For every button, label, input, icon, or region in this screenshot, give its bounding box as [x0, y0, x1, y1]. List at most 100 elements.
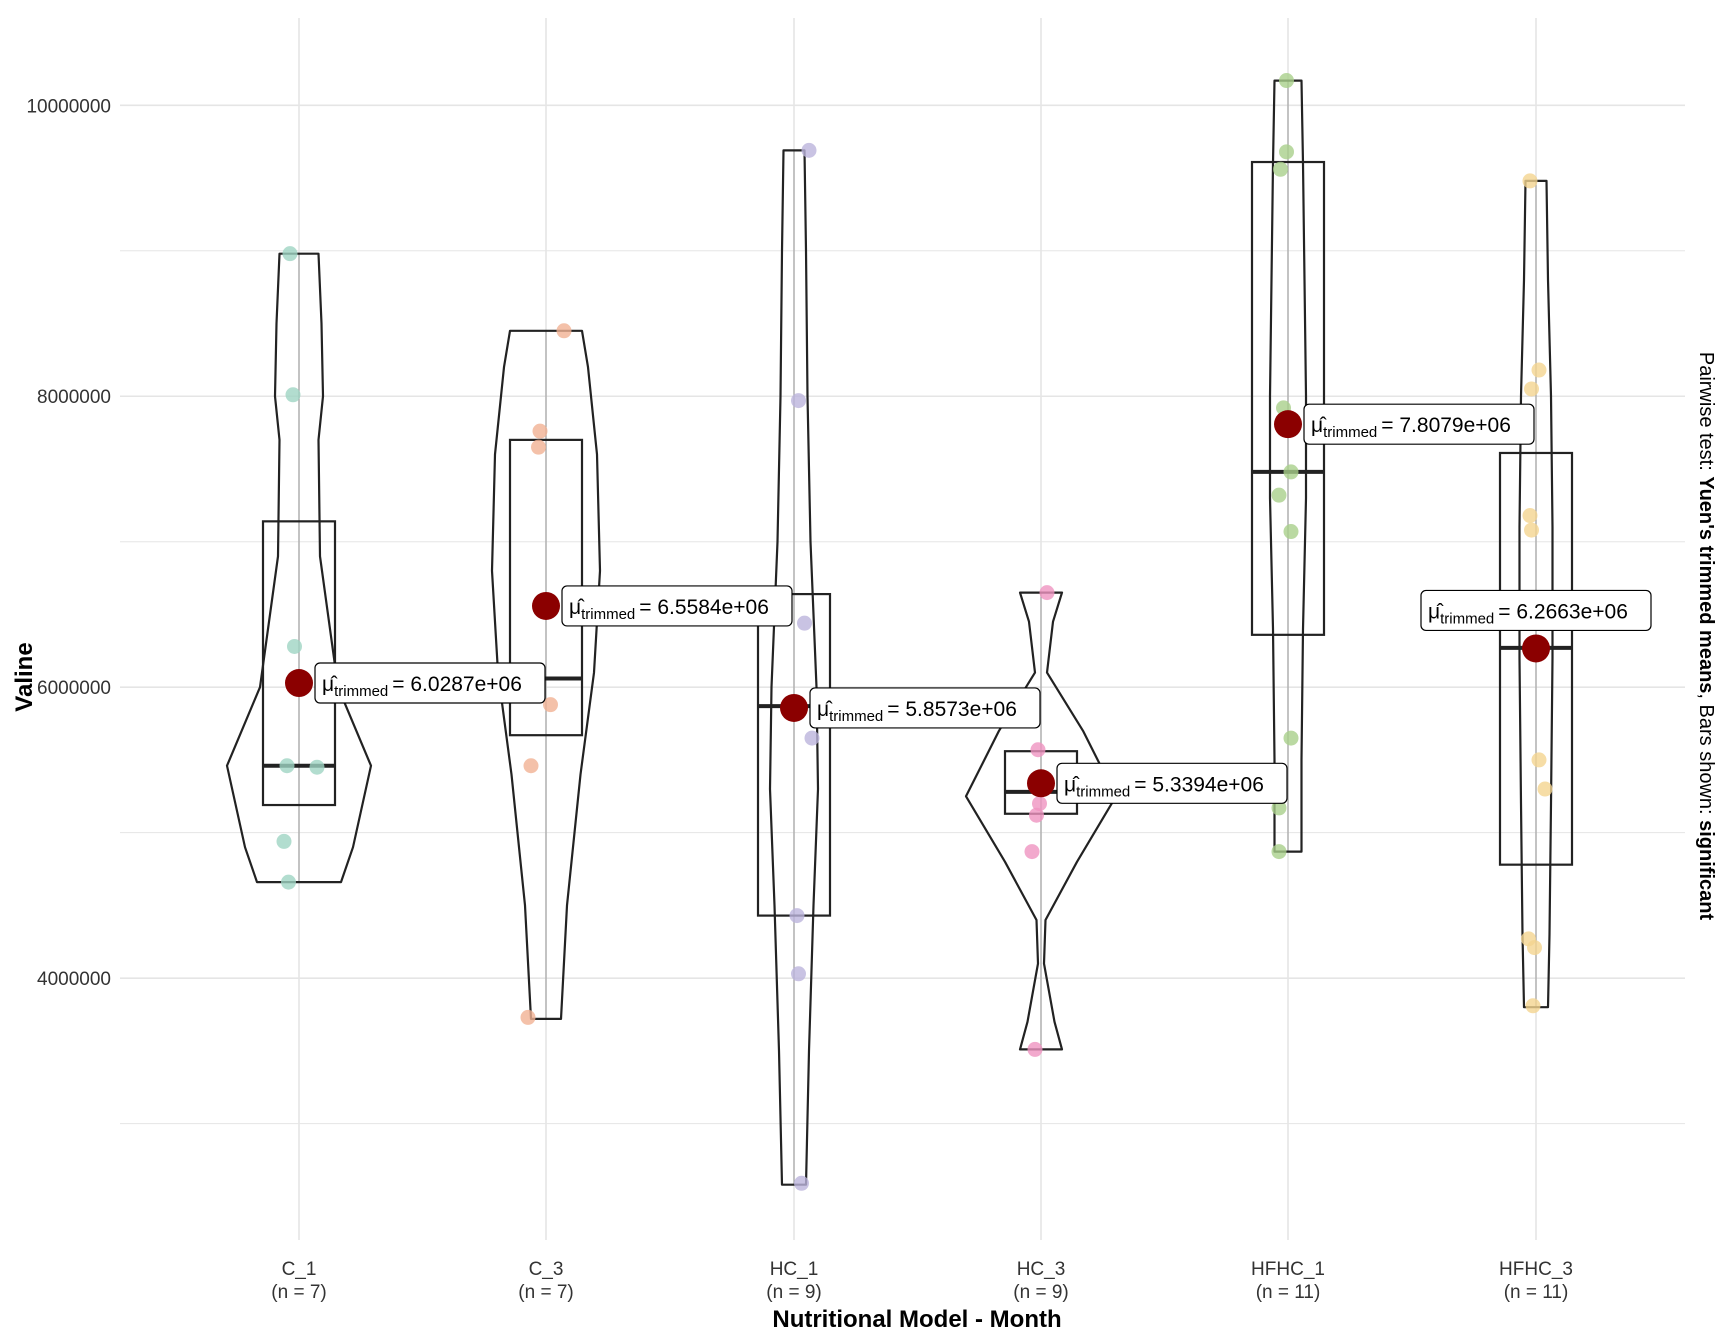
data-point-HFHC_1	[1273, 161, 1288, 177]
violin-C_3	[490, 329, 602, 1020]
data-point-HFHC_3	[1522, 508, 1538, 524]
mean-symbol: μ̂	[1311, 414, 1327, 437]
violin-HC_1	[768, 149, 820, 1186]
mean-label-box-HC_1	[809, 687, 1041, 729]
x-tick-count: (n = 9)	[766, 1282, 821, 1303]
data-point-HFHC_1	[1283, 524, 1299, 540]
x-tick-count: (n = 11)	[1256, 1282, 1321, 1303]
mean-symbol: μ̂	[1428, 600, 1444, 623]
mean-symbol: μ̂	[817, 698, 833, 721]
data-point-C_1	[282, 246, 298, 262]
mean-label-box-HFHC_3	[1420, 589, 1652, 632]
data-point-HC_3	[1024, 844, 1040, 860]
data-point-HFHC_3	[1525, 998, 1541, 1014]
data-point-C_3	[543, 697, 558, 713]
mean-label-box-C_3	[561, 585, 793, 627]
data-point-C_3	[532, 423, 548, 439]
mean-symbol: μ̂	[569, 596, 585, 619]
x-tick-count: (n = 9)	[1013, 1282, 1068, 1303]
mean-label-C_1: μ̂trimmed = 6.0287e+06	[322, 673, 522, 700]
mean-value: = 7.8079e+06	[1381, 414, 1511, 437]
data-point-HC_3	[1032, 796, 1047, 812]
x-tick-label: HFHC_1	[1251, 1259, 1325, 1280]
data-point-HFHC_1	[1279, 144, 1294, 160]
mean-subscript: trimmed	[334, 683, 388, 700]
data-point-C_3	[523, 758, 539, 774]
data-point-HFHC_3	[1531, 752, 1547, 768]
data-point-HFHC_1	[1271, 844, 1287, 860]
data-point-C_1	[281, 874, 296, 890]
mean-value: = 6.0287e+06	[392, 673, 522, 696]
y-tick-label: 10000000	[26, 96, 111, 117]
side-note-middle: , Bars shown:	[1695, 693, 1717, 820]
y-axis-title: Valine	[11, 642, 38, 711]
mean-label-HC_1: μ̂trimmed = 5.8573e+06	[817, 698, 1017, 725]
data-point-HFHC_3	[1537, 781, 1553, 797]
x-tick-count: (n = 7)	[271, 1282, 326, 1303]
data-point-HC_3	[1030, 742, 1046, 758]
mean-symbol: μ̂	[322, 673, 338, 696]
side-note-prefix: Pairwise test:	[1695, 352, 1717, 476]
y-tick-label: 8000000	[37, 387, 111, 408]
data-point-C_3	[556, 323, 572, 339]
x-tick-label: C_1	[282, 1259, 317, 1280]
data-point-HC_1	[791, 966, 806, 982]
mean-label-box-C_1	[314, 662, 546, 704]
mean-subscript: trimmed	[829, 708, 883, 725]
data-point-HFHC_1	[1279, 73, 1294, 89]
mean-label-box-HFHC_1	[1303, 403, 1535, 445]
box-HFHC_1	[1250, 160, 1326, 636]
mean-point-HC_1	[780, 693, 808, 722]
axes: 4000000 6000000 8000000 10000000 C_1(n = 7) C…	[26, 96, 1573, 1303]
y-tick-label: 4000000	[37, 969, 111, 990]
mean-label-HFHC_3: μ̂trimmed = 6.2663e+06	[1428, 600, 1628, 627]
data-point-HC_1	[804, 730, 820, 746]
mean-subscript: trimmed	[1323, 424, 1377, 441]
data-point-HC_1	[794, 1175, 809, 1191]
trimmed-means: μ̂trimmed = 6.0287e+06μ̂trimmed = 6.5584e+…	[285, 403, 1652, 804]
pairwise-test-note: Pairwise test: Yuen's trimmed means, Bar…	[1695, 352, 1717, 921]
mean-label-HC_3: μ̂trimmed = 5.3394e+06	[1064, 773, 1264, 800]
data-point-C_1	[279, 758, 295, 774]
data-point-HFHC_1	[1271, 487, 1287, 503]
data-point-C_3	[531, 439, 546, 455]
side-note-bars: significant	[1695, 820, 1717, 920]
data-point-HFHC_1	[1271, 800, 1287, 816]
mean-point-HFHC_3	[1522, 634, 1550, 663]
data-point-HC_1	[791, 393, 806, 409]
mean-point-C_3	[532, 591, 560, 620]
mean-symbol: μ̂	[1064, 773, 1080, 796]
violin-HFHC_1	[1268, 79, 1308, 853]
box-HFHC_3	[1498, 451, 1574, 866]
data-point-HC_1	[789, 908, 805, 924]
x-tick-label: HFHC_3	[1499, 1259, 1573, 1280]
mean-value: = 6.5584e+06	[639, 596, 769, 619]
mean-subscript: trimmed	[1076, 783, 1130, 800]
x-tick-count: (n = 11)	[1504, 1282, 1569, 1303]
y-tick-label: 6000000	[37, 678, 111, 699]
data-point-HC_3	[1039, 585, 1055, 601]
mean-point-C_1	[285, 669, 313, 698]
data-point-HC_1	[797, 615, 812, 631]
data-point-C_1	[276, 833, 292, 849]
x-tick-label: C_3	[529, 1259, 564, 1280]
data-point-C_1	[309, 759, 325, 775]
data-points	[276, 73, 1553, 1191]
violins	[225, 79, 1554, 1186]
side-note-test: Yuen's trimmed means	[1695, 476, 1717, 693]
data-point-HFHC_3	[1531, 362, 1547, 378]
mean-label-HFHC_1: μ̂trimmed = 7.8079e+06	[1311, 414, 1511, 441]
mean-value: = 5.8573e+06	[887, 698, 1017, 721]
mean-label-C_3: μ̂trimmed = 6.5584e+06	[569, 596, 769, 623]
data-point-C_1	[287, 638, 302, 654]
data-point-HFHC_3	[1524, 522, 1539, 538]
x-tick-label: HC_1	[770, 1259, 819, 1280]
boxplots	[261, 80, 1574, 1185]
data-point-HC_1	[801, 142, 817, 158]
data-point-HFHC_1	[1283, 730, 1299, 746]
data-point-HC_3	[1029, 807, 1044, 823]
data-point-HFHC_1	[1283, 464, 1299, 480]
mean-subscript: trimmed	[581, 606, 635, 623]
data-point-HFHC_3	[1527, 940, 1542, 956]
